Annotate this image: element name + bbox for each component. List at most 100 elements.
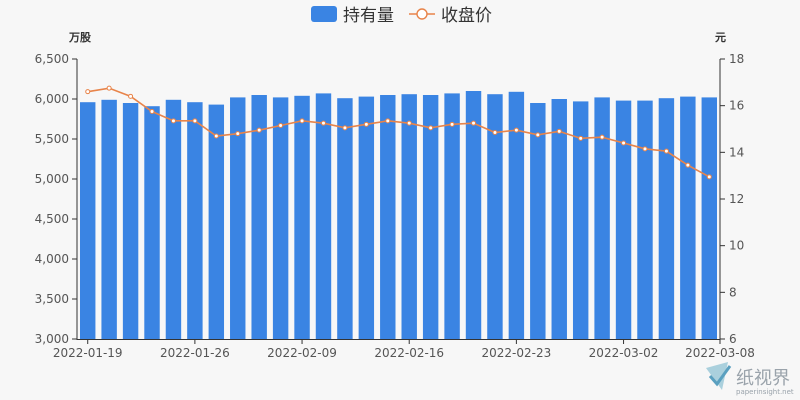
bar <box>637 100 653 339</box>
bar <box>615 100 632 339</box>
line-point <box>642 146 648 152</box>
right-axis-tick-label: 8 <box>729 285 737 299</box>
paperinsight-logo-icon <box>706 362 728 390</box>
x-axis-tick-label: 2022-03-08 <box>685 346 755 360</box>
line-point <box>706 174 712 180</box>
legend-bar-swatch <box>311 6 337 22</box>
bar <box>358 96 375 339</box>
bar-series <box>80 91 717 340</box>
line-point <box>428 125 434 131</box>
bar <box>658 98 675 339</box>
bar <box>208 104 225 339</box>
line-point <box>471 120 477 126</box>
legend-line-marker <box>416 8 428 20</box>
line-point <box>449 121 455 127</box>
bar <box>144 106 160 339</box>
left-axis-tick-label: 4,000 <box>35 252 69 266</box>
right-axis-tick-label: 12 <box>729 192 744 206</box>
paperinsight-logo-check <box>708 365 732 387</box>
bar <box>465 91 482 339</box>
line-point <box>363 121 369 127</box>
right-axis-tick-label: 10 <box>729 239 744 253</box>
line-point <box>278 123 284 128</box>
bar <box>380 95 396 339</box>
line-point <box>149 109 155 114</box>
line-point <box>106 85 112 91</box>
bar <box>487 94 503 339</box>
bar <box>337 98 353 339</box>
line-point <box>599 134 605 140</box>
x-axis-tick-label: 2022-02-09 <box>267 346 337 360</box>
watermark-name: 纸视界 <box>736 368 790 389</box>
bar <box>680 96 696 339</box>
bar <box>551 99 567 339</box>
bar <box>294 95 310 339</box>
line-point <box>385 118 391 124</box>
line-point <box>320 120 326 126</box>
right-axis-unit: 元 <box>715 31 726 44</box>
bar <box>187 102 203 339</box>
left-axis-unit: 万股 <box>68 31 92 44</box>
line-point <box>556 128 562 134</box>
bar <box>401 94 417 339</box>
bar <box>272 97 289 340</box>
left-axis-tick-label: 3,500 <box>35 292 69 306</box>
legend-line-label: 收盘价 <box>441 6 492 26</box>
bar <box>101 99 117 339</box>
line-point <box>621 140 627 146</box>
line-point <box>406 120 412 126</box>
bar <box>315 93 332 340</box>
watermark: 纸视界 paperinsight.net <box>706 362 794 396</box>
right-axis-tick-label: 6 <box>729 332 737 346</box>
x-axis-tick-label: 2022-03-02 <box>589 346 659 360</box>
x-axis-tick-label: 2022-01-26 <box>160 346 230 360</box>
x-axis-tick-label: 2022-02-23 <box>482 346 552 360</box>
bar <box>701 97 717 340</box>
line-point <box>128 93 134 99</box>
line-point <box>535 132 541 138</box>
line-point <box>213 133 219 139</box>
right-axis-tick-label: 18 <box>729 52 744 66</box>
axes: 3,000 3,500 4,000 4,500 5,000 5,500 6,000 6,500… <box>35 52 755 360</box>
line-point <box>663 148 669 154</box>
bar <box>122 103 139 339</box>
legend: 持有量 收盘价 <box>311 6 492 26</box>
line-point <box>170 118 176 124</box>
line-point <box>578 135 584 141</box>
line-point <box>492 130 498 135</box>
left-axis-tick-label: 3,000 <box>35 332 69 346</box>
bar <box>594 97 610 340</box>
line-point <box>342 125 348 131</box>
left-axis-tick-label: 6,500 <box>35 52 69 66</box>
left-axis-tick-label: 4,500 <box>35 212 69 226</box>
bar <box>80 102 96 339</box>
line-point <box>85 89 91 95</box>
watermark-url: paperinsight.net <box>736 388 794 396</box>
bar <box>230 97 246 340</box>
bar <box>572 101 589 340</box>
legend-bar-label: 持有量 <box>343 6 394 26</box>
left-axis-tick-label: 5,500 <box>35 132 69 146</box>
left-axis-tick-label: 5,000 <box>35 172 69 186</box>
right-axis-tick-label: 16 <box>729 99 744 113</box>
line-point <box>192 118 198 124</box>
line-point <box>256 127 262 133</box>
bar <box>165 99 182 339</box>
line-point <box>513 127 519 133</box>
close-price-line <box>87 87 710 178</box>
x-axis-tick-label: 2022-01-19 <box>53 346 123 360</box>
x-axis-tick-label: 2022-02-16 <box>374 346 444 360</box>
line-series <box>85 85 712 180</box>
bar <box>530 103 546 339</box>
bar <box>508 91 525 339</box>
left-axis-tick-label: 6,000 <box>35 92 69 106</box>
bar <box>444 93 460 340</box>
right-axis-tick-label: 14 <box>729 145 744 159</box>
line-point <box>235 131 241 137</box>
line-point <box>685 162 691 168</box>
bar <box>422 95 439 339</box>
line-point <box>299 118 305 124</box>
bar <box>251 95 267 339</box>
